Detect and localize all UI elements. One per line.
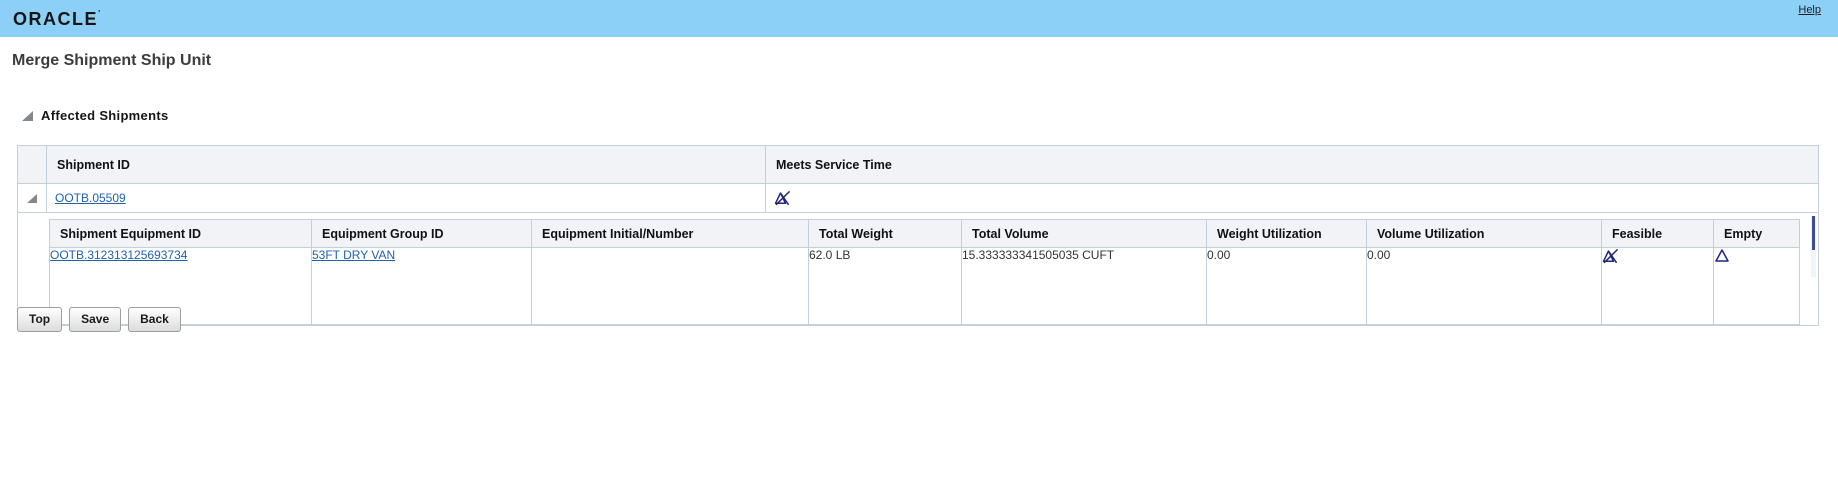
empty-cell bbox=[1713, 247, 1800, 325]
section-title: Affected Shipments bbox=[41, 108, 169, 123]
inner-scrollbar bbox=[1811, 216, 1816, 277]
row-collapse-triangle-icon[interactable] bbox=[27, 193, 37, 203]
expander-column-header bbox=[17, 145, 47, 184]
equipment-initial-number-cell bbox=[531, 247, 809, 325]
inner-scrollbar-thumb[interactable] bbox=[1812, 216, 1815, 250]
equipment-table: Shipment Equipment ID Equipment Group ID… bbox=[49, 219, 1800, 325]
column-header-equipment-initial-number: Equipment Initial/Number bbox=[531, 219, 809, 248]
section-collapse-triangle-icon[interactable] bbox=[22, 110, 33, 121]
row-expander-cell bbox=[17, 183, 47, 213]
top-button[interactable]: Top bbox=[17, 307, 63, 332]
crossed-delta-icon bbox=[1602, 248, 1619, 264]
feasible-cell bbox=[1601, 247, 1714, 325]
affected-shipments-section-header: Affected Shipments bbox=[22, 108, 168, 123]
column-header-empty: Empty bbox=[1713, 219, 1800, 248]
column-header-equipment-group-id: Equipment Group ID bbox=[311, 219, 532, 248]
shipments-table: Shipment ID Meets Service Time OOTB.0550… bbox=[17, 145, 1819, 326]
save-button[interactable]: Save bbox=[69, 307, 122, 332]
total-volume-cell: 15.333333341505035 CUFT bbox=[961, 247, 1207, 325]
equipment-row: OOTB.312313125693734 53FT DRY VAN 62.0 L… bbox=[49, 247, 1800, 325]
shipment-id-cell: OOTB.05509 bbox=[46, 183, 766, 213]
column-header-shipment-equipment-id: Shipment Equipment ID bbox=[49, 219, 312, 248]
delta-outline-icon bbox=[1715, 249, 1729, 262]
top-bar: ORACLE’ Help bbox=[0, 0, 1838, 37]
page-title: Merge Shipment Ship Unit bbox=[12, 52, 212, 69]
equipment-group-id-link[interactable]: 53FT DRY VAN bbox=[312, 248, 396, 263]
column-header-total-weight: Total Weight bbox=[808, 219, 962, 248]
help-link[interactable]: Help bbox=[1798, 4, 1821, 16]
column-header-shipment-id: Shipment ID bbox=[46, 145, 766, 184]
oracle-logo: ORACLE’ bbox=[13, 9, 102, 29]
column-header-volume-utilization: Volume Utilization bbox=[1366, 219, 1602, 248]
meets-service-time-cell bbox=[765, 183, 1819, 213]
column-header-total-volume: Total Volume bbox=[961, 219, 1207, 248]
back-button[interactable]: Back bbox=[128, 307, 181, 332]
column-header-meets-service-time: Meets Service Time bbox=[765, 145, 1819, 184]
column-header-feasible: Feasible bbox=[1601, 219, 1714, 248]
total-weight-cell: 62.0 LB bbox=[808, 247, 962, 325]
column-header-weight-utilization: Weight Utilization bbox=[1206, 219, 1367, 248]
crossed-delta-icon bbox=[774, 190, 791, 206]
weight-utilization-cell: 0.00 bbox=[1206, 247, 1367, 325]
shipment-equipment-id-link[interactable]: OOTB.312313125693734 bbox=[50, 248, 188, 263]
volume-utilization-cell: 0.00 bbox=[1366, 247, 1602, 325]
shipment-id-link[interactable]: OOTB.05509 bbox=[55, 191, 126, 205]
nested-table-container: Shipment Equipment ID Equipment Group ID… bbox=[17, 212, 1819, 326]
action-button-row: Top Save Back bbox=[17, 307, 181, 332]
shipment-row: OOTB.05509 bbox=[17, 183, 1819, 213]
equipment-group-id-cell: 53FT DRY VAN bbox=[311, 247, 532, 325]
